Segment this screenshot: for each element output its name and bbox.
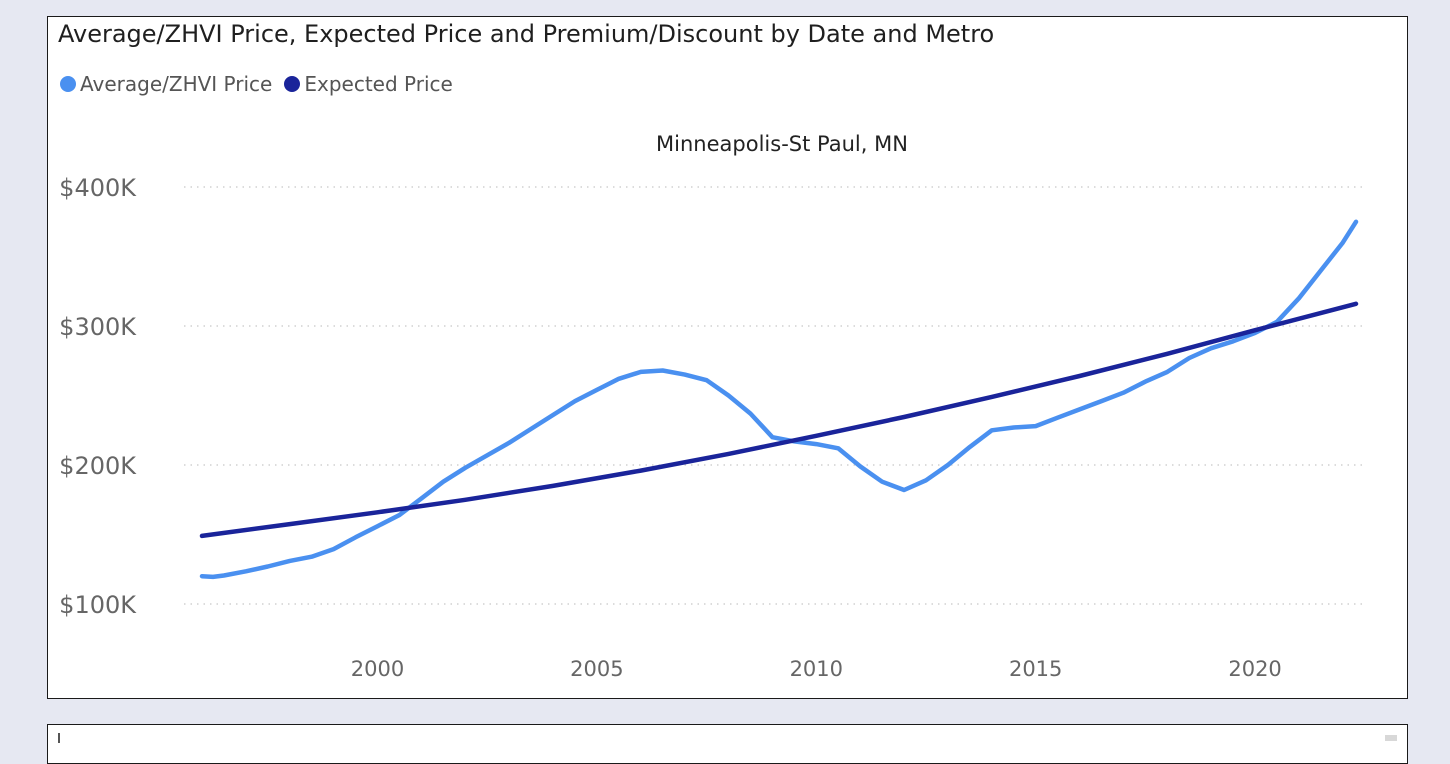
x-tick-label: 2005 [570, 657, 623, 681]
line-chart: Minneapolis-St Paul, MN $100K $200K $300K $4… [59, 132, 1366, 681]
legend-dot-icon [60, 76, 76, 92]
x-tick-label: 2020 [1228, 657, 1281, 681]
x-tick-label: 2015 [1009, 657, 1062, 681]
legend-item-average-zhvi[interactable]: Average/ZHVI Price [60, 72, 272, 96]
series-line-expected-price [199, 301, 1359, 539]
legend-item-expected-price[interactable]: Expected Price [284, 72, 453, 96]
x-tick-label: 2000 [351, 657, 404, 681]
chart-legend: Average/ZHVI Price Expected Price [60, 72, 465, 96]
chart-visual: Average/ZHVI Price, Expected Price and P… [47, 16, 1408, 699]
series-line-average-zhvi [199, 219, 1359, 580]
y-tick-label: $400K [59, 174, 137, 202]
chart-subtitle: Minneapolis-St Paul, MN [656, 132, 908, 156]
y-tick-label: $300K [59, 313, 137, 341]
legend-label: Expected Price [304, 72, 453, 96]
y-tick-label: $100K [59, 591, 137, 619]
legend-label: Average/ZHVI Price [80, 72, 273, 96]
cursor-mark [58, 733, 60, 743]
y-tick-label: $200K [59, 452, 137, 480]
legend-dot-icon [284, 76, 301, 92]
secondary-visual [47, 724, 1408, 764]
scrollbar-handle[interactable] [1385, 735, 1397, 741]
x-tick-label: 2010 [790, 657, 843, 681]
chart-title: Average/ZHVI Price, Expected Price and P… [58, 20, 995, 48]
